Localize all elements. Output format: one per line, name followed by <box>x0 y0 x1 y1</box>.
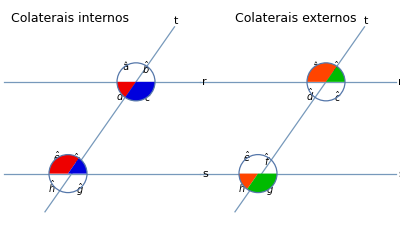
Wedge shape <box>307 63 337 82</box>
Text: $\hat{f}$: $\hat{f}$ <box>264 151 271 168</box>
Text: r: r <box>398 77 400 87</box>
Text: t: t <box>173 16 178 26</box>
Text: $\hat{d}$: $\hat{d}$ <box>116 87 124 103</box>
Text: Colaterais internos: Colaterais internos <box>11 12 129 25</box>
Text: $\hat{c}$: $\hat{c}$ <box>334 90 342 104</box>
Text: $\hat{h}$: $\hat{h}$ <box>48 178 56 195</box>
Text: r: r <box>202 77 207 87</box>
Text: Colaterais externos: Colaterais externos <box>235 12 357 25</box>
Text: $\hat{f}$: $\hat{f}$ <box>74 151 81 168</box>
Text: â: â <box>123 62 129 72</box>
Wedge shape <box>247 174 277 193</box>
Wedge shape <box>68 158 87 174</box>
Text: t: t <box>363 16 368 26</box>
Text: $\hat{d}$: $\hat{d}$ <box>306 87 314 103</box>
Wedge shape <box>125 82 155 101</box>
Text: $\hat{c}$: $\hat{c}$ <box>144 90 152 104</box>
Text: $\hat{e}$: $\hat{e}$ <box>243 150 251 164</box>
Wedge shape <box>239 174 258 189</box>
Text: $\hat{b}$: $\hat{b}$ <box>142 60 150 76</box>
Text: $\hat{h}$: $\hat{h}$ <box>238 178 246 195</box>
Text: $\hat{g}$: $\hat{g}$ <box>266 182 274 198</box>
Text: s: s <box>398 169 400 179</box>
Wedge shape <box>49 155 79 174</box>
Wedge shape <box>326 66 345 82</box>
Text: $\hat{e}$: $\hat{e}$ <box>53 150 61 164</box>
Wedge shape <box>117 82 136 97</box>
Text: $\hat{b}$: $\hat{b}$ <box>332 60 340 76</box>
Text: $\hat{g}$: $\hat{g}$ <box>76 182 84 198</box>
Text: â: â <box>313 62 319 72</box>
Text: s: s <box>202 169 208 179</box>
